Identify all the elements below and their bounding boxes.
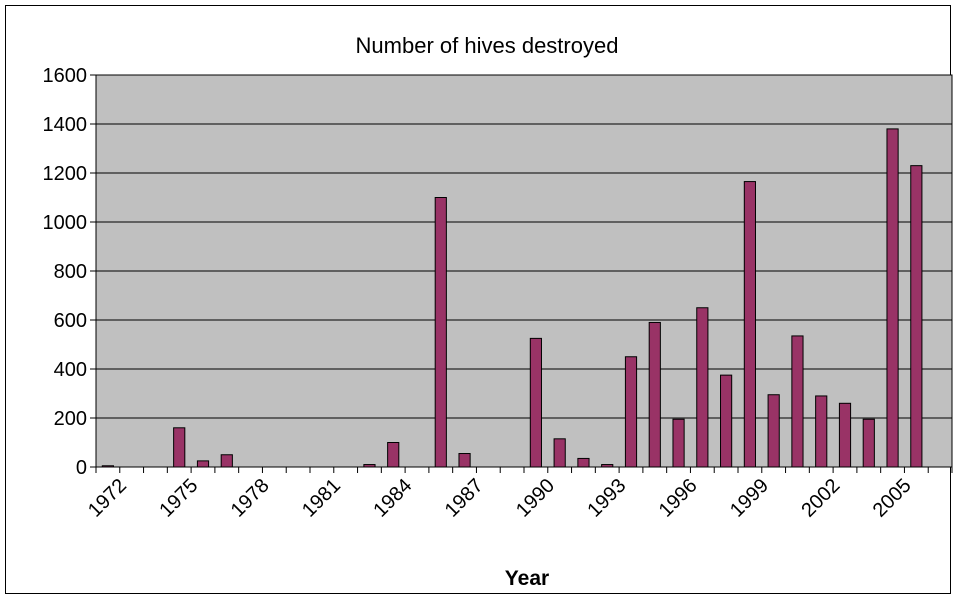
bar-1975 [173,427,186,468]
bar-1991 [553,438,566,468]
bars [101,128,923,468]
bar-2004 [862,418,875,468]
x-tick-label: 2002 [797,475,844,522]
bar-1994 [624,356,638,468]
bar-2003 [838,402,852,468]
y-tick-label: 1200 [43,163,88,185]
x-tick-label: 1984 [369,475,416,522]
x-tick-label: 2005 [869,475,916,522]
y-tick-label: 600 [54,310,87,332]
bar-1992 [577,457,590,468]
y-tick-label: 0 [76,457,87,479]
y-tick-label: 1000 [43,212,88,234]
y-tick-label: 1600 [43,65,88,87]
bar-2006 [910,165,923,468]
bar-1976 [196,460,210,468]
bar-2002 [815,395,828,468]
bar-1998 [720,374,733,468]
y-tick-label: 400 [54,359,87,381]
y-axis-ticks: 0 200 400 600 800 1000 1200 1400 1600 [43,65,96,479]
bar-1972 [101,465,114,468]
x-tick-label: 1978 [227,475,274,522]
bar-1993 [601,464,614,468]
bar-1997 [696,307,709,468]
bar-1990 [529,337,542,468]
x-tick-label: 1996 [655,475,702,522]
gridlines [96,123,952,419]
y-tick-label: 200 [54,408,87,430]
bar-1986 [434,197,447,468]
bar-1977 [220,454,233,468]
x-tick-label: 1993 [583,475,630,522]
x-tick-label: 1999 [726,475,773,522]
x-axis-label: Year [505,567,549,590]
x-tick-label: 1972 [84,475,131,522]
bar-1987 [458,453,471,468]
x-tick-label: 1987 [441,475,488,522]
chart-title: Number of hives destroyed [356,33,619,58]
x-tick-label: 1975 [155,475,202,522]
bar-1995 [648,321,661,468]
bar-1983 [363,464,376,468]
bar-1999 [743,181,756,468]
bar-2000 [767,394,780,468]
y-tick-label: 1400 [43,114,88,136]
x-tick-label: 1981 [298,475,345,522]
x-tick-label: 1990 [512,475,559,522]
x-axis-ticks: 1972 1975 1978 1981 1984 1987 1990 1993 1996 1999… [84,467,953,522]
bar-1996 [672,418,685,468]
bar-1984 [387,442,400,468]
y-tick-label: 800 [54,261,87,283]
bar-2001 [791,335,804,468]
bar-2005 [886,128,899,468]
